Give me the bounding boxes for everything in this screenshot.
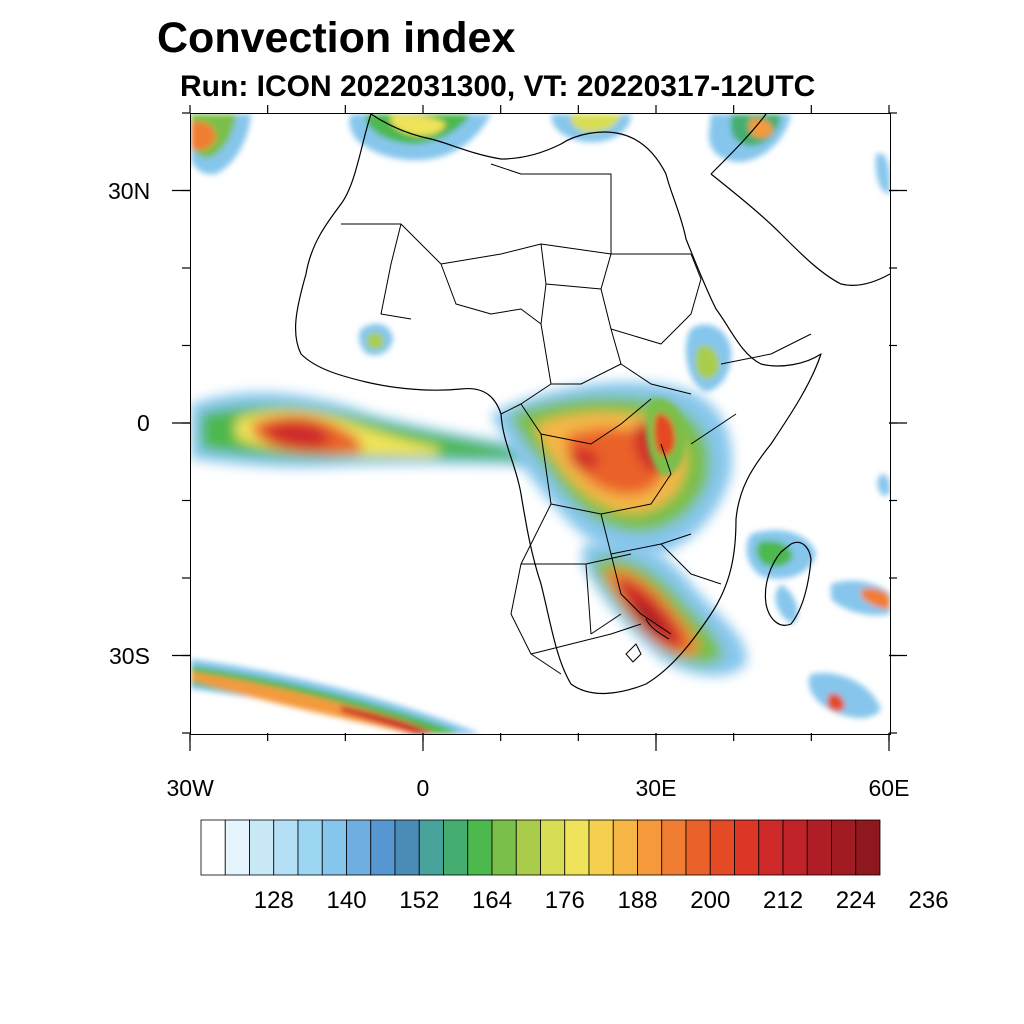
- colorbar-swatch: [661, 819, 687, 876]
- chart-subtitle: Run: ICON 2022031300, VT: 20220317-12UTC: [180, 70, 816, 103]
- colorbar-swatch: [346, 819, 372, 876]
- colorbar-swatch: [224, 819, 250, 876]
- colorbar-swatch: [394, 819, 420, 876]
- colorbar-swatch: [685, 819, 711, 876]
- atlantic-itcz-band: [191, 392, 531, 468]
- southern-africa-convection: [581, 540, 747, 676]
- colorbar-label: 164: [472, 887, 513, 914]
- colorbar-label: 128: [253, 887, 294, 914]
- colorbar-swatch: [370, 819, 396, 876]
- y-tick-label: 30N: [108, 177, 151, 204]
- colorbar-swatch: [758, 819, 784, 876]
- colorbar-swatch: [321, 819, 347, 876]
- colorbar-label: 200: [690, 887, 731, 914]
- colorbar-swatch: [249, 819, 275, 876]
- colorbar-swatch: [588, 819, 614, 876]
- colorbar-swatch: [637, 819, 663, 876]
- colorbar-swatch: [564, 819, 590, 876]
- colorbar-label: 212: [763, 887, 804, 914]
- colorbar-swatch: [855, 819, 881, 876]
- chart-title: Convection index: [157, 14, 516, 62]
- arabia-coastline: [710, 114, 890, 286]
- colorbar-swatch: [418, 819, 444, 876]
- colorbar-label: 188: [617, 887, 658, 914]
- convection-field: [191, 114, 890, 734]
- madagascar-coastline: [764, 541, 812, 626]
- colorbar-label: 224: [835, 887, 876, 914]
- y-tick-label: 0: [137, 410, 150, 436]
- colorbar-label: 236: [908, 887, 949, 914]
- mediterranean-convection: [191, 114, 791, 175]
- x-tick-label: 30W: [166, 775, 214, 801]
- colorbar-swatch: [515, 819, 541, 876]
- colorbar-swatch: [443, 819, 469, 876]
- south-atlantic-band: [191, 659, 481, 734]
- colorbar-swatch: [467, 819, 493, 876]
- colorbar-swatch: [612, 819, 638, 876]
- coastlines-and-borders: [294, 114, 890, 694]
- colorbar-label: 140: [326, 887, 367, 914]
- x-tick-label: 30E: [635, 775, 677, 801]
- x-tick-label: 60E: [868, 775, 910, 801]
- colorbar-label: 152: [399, 887, 440, 914]
- colorbar-swatch: [540, 819, 566, 876]
- x-tick-label: 0: [416, 775, 430, 801]
- colorbar-swatch: [491, 819, 517, 876]
- colorbar-swatch: [782, 819, 808, 876]
- africa-coastline: [294, 114, 822, 694]
- colorbar-swatch: [297, 819, 323, 876]
- map-plot-area: [191, 114, 890, 734]
- west-africa-convection: [359, 323, 393, 356]
- colorbar-swatch: [200, 819, 226, 876]
- south-africa-border: [530, 618, 670, 663]
- y-tick-label: 30S: [109, 642, 150, 669]
- east-africa-convection: [645, 324, 732, 476]
- colorbar-swatch: [709, 819, 735, 876]
- colorbar-swatch: [831, 819, 857, 876]
- colorbar-label: 176: [544, 887, 585, 914]
- country-borders: [341, 163, 812, 675]
- colorbar-swatch: [806, 819, 832, 876]
- colorbar-swatch: [734, 819, 760, 876]
- indian-ocean-convection: [746, 153, 890, 719]
- colorbar-swatch: [273, 819, 299, 876]
